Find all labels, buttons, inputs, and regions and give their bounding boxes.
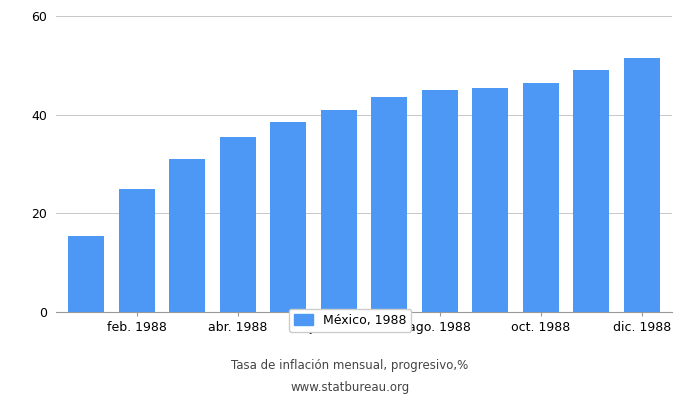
Legend: México, 1988: México, 1988 (289, 309, 411, 332)
Bar (68, 236, 104, 312)
Bar (118, 189, 155, 312)
Bar (321, 110, 357, 312)
Bar (421, 90, 458, 312)
Bar (169, 159, 206, 312)
Bar (270, 122, 307, 312)
Bar (220, 137, 256, 312)
Bar (472, 88, 508, 312)
Bar (624, 58, 660, 312)
Text: Tasa de inflación mensual, progresivo,%: Tasa de inflación mensual, progresivo,% (232, 360, 468, 372)
Bar (522, 83, 559, 312)
Bar (371, 97, 407, 312)
Bar (573, 70, 610, 312)
Text: www.statbureau.org: www.statbureau.org (290, 382, 410, 394)
